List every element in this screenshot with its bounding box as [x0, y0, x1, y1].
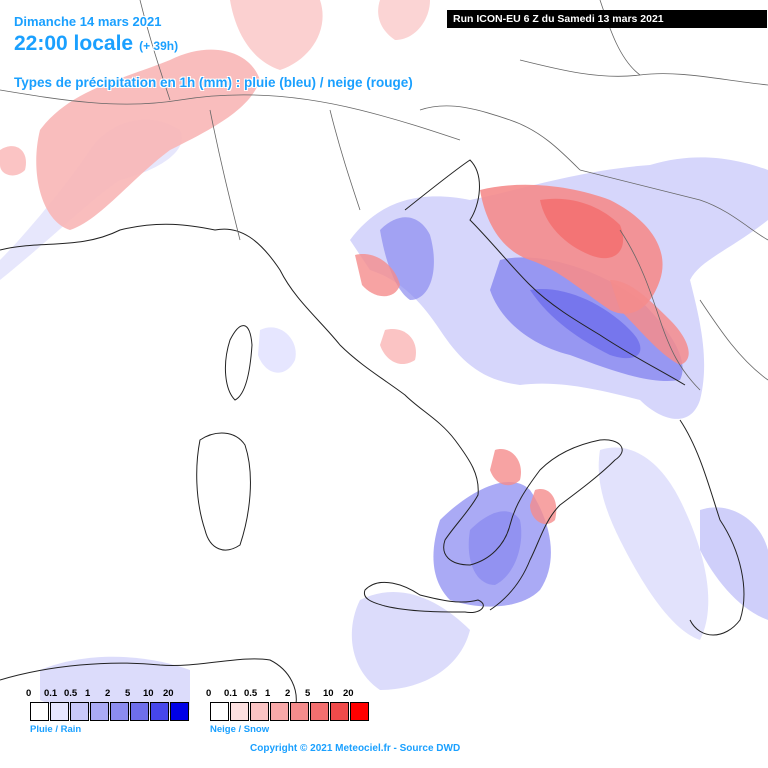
snow-swatch [290, 702, 309, 721]
rain-legend: 0 0.1 0.5 1 2 5 10 20 Pluie / Rain [26, 688, 190, 735]
map-subtitle: Types de précipitation en 1h (mm) : plui… [14, 75, 413, 90]
snow-swatch [330, 702, 349, 721]
snow-tick: 20 [343, 688, 354, 699]
snow-swatch [250, 702, 269, 721]
run-banner: Run ICON-EU 6 Z du Samedi 13 mars 2021 [447, 10, 767, 28]
snow-legend: 0 0.1 0.5 1 2 5 10 20 Neige / Snow [206, 688, 370, 735]
rain-tick: 10 [143, 688, 154, 699]
forecast-date: Dimanche 14 mars 2021 [14, 14, 162, 29]
rain-tick: 20 [163, 688, 174, 699]
rain-tick: 2 [105, 688, 111, 699]
snow-tick: 1 [265, 688, 271, 699]
snow-tick: 0.5 [244, 688, 258, 699]
copyright-notice: Copyright © 2021 Meteociel.fr - Source D… [250, 743, 461, 754]
rain-legend-ticks: 0 0.1 0.5 1 2 5 10 20 [26, 688, 190, 700]
rain-swatch [90, 702, 109, 721]
rain-swatch [110, 702, 129, 721]
rain-swatch [30, 702, 49, 721]
snow-tick: 5 [305, 688, 311, 699]
country-borders [0, 0, 768, 391]
rain-tick: 5 [125, 688, 131, 699]
snow-legend-swatches [210, 702, 370, 721]
snow-tick: 10 [323, 688, 334, 699]
rain-swatch [170, 702, 189, 721]
forecast-lead: (+ 39h) [139, 39, 179, 53]
snow-areas [0, 0, 689, 525]
snow-tick: 0 [206, 688, 212, 699]
snow-swatch [310, 702, 329, 721]
rain-swatch [50, 702, 69, 721]
rain-tick: 0.1 [44, 688, 58, 699]
rain-tick: 1 [85, 688, 91, 699]
snow-legend-ticks: 0 0.1 0.5 1 2 5 10 20 [206, 688, 370, 700]
snow-legend-label: Neige / Snow [210, 724, 270, 735]
snow-tick: 2 [285, 688, 291, 699]
rain-swatch [70, 702, 89, 721]
rain-legend-swatches [30, 702, 190, 721]
snow-swatch [230, 702, 249, 721]
rain-swatch [150, 702, 169, 721]
snow-swatch [270, 702, 289, 721]
rain-tick: 0.5 [64, 688, 78, 699]
rain-tick: 0 [26, 688, 32, 699]
coastlines [0, 159, 745, 711]
forecast-time: 22:00 locale (+ 39h) [14, 32, 178, 56]
rain-swatch [130, 702, 149, 721]
snow-swatch [210, 702, 229, 721]
forecast-time-value: 22:00 locale [14, 32, 134, 55]
rain-legend-label: Pluie / Rain [30, 724, 82, 735]
snow-swatch [350, 702, 369, 721]
snow-tick: 0.1 [224, 688, 238, 699]
